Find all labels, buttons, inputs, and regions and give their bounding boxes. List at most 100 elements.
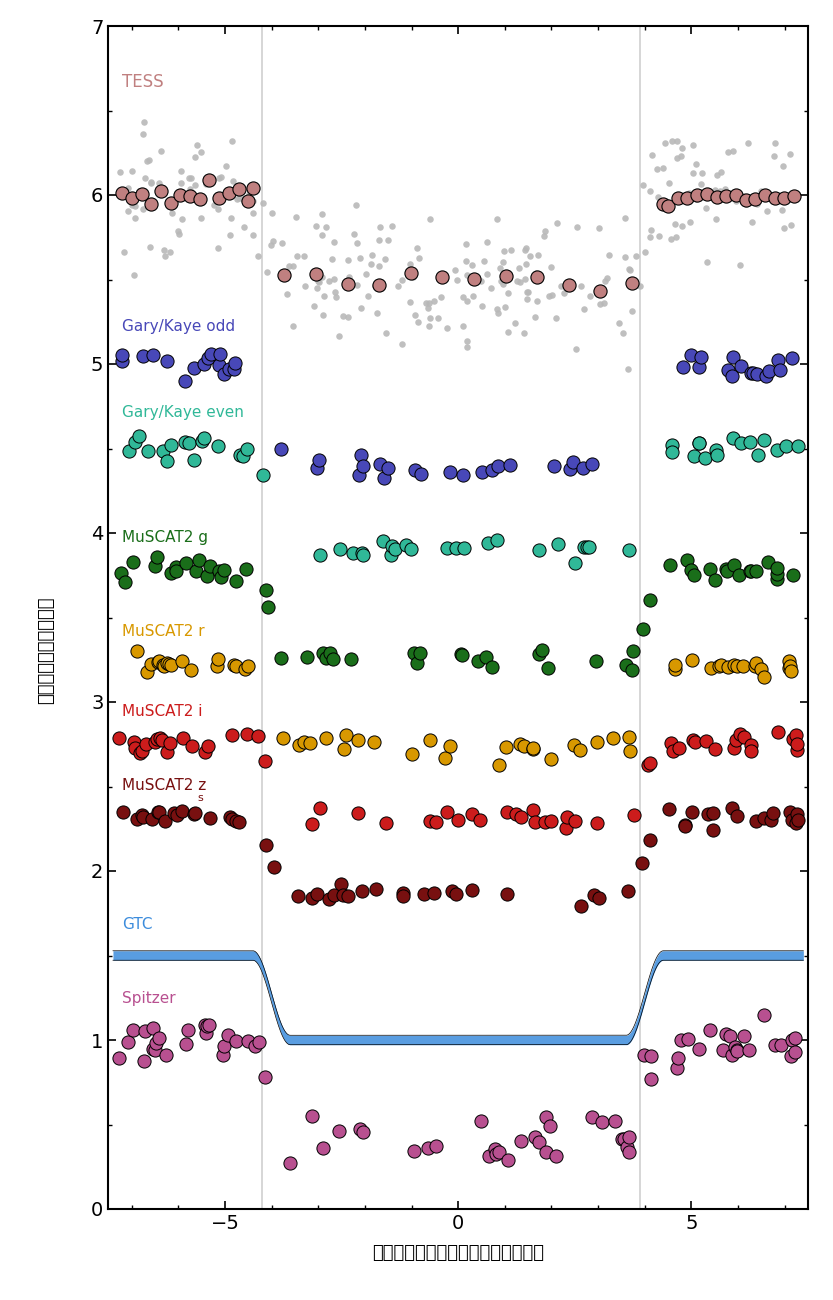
Text: Gary/Kaye odd: Gary/Kaye odd [122,318,236,334]
Point [459,234,472,255]
Point [544,749,557,770]
Point [704,1019,717,1040]
Point [369,879,382,900]
Point [456,464,469,485]
Point [751,194,764,214]
Point [307,295,321,316]
Point [135,183,148,204]
Point [198,1015,212,1036]
Point [357,456,370,477]
Point [513,272,526,292]
Point [350,274,363,295]
Point [568,552,581,573]
Point [676,216,689,237]
Point [591,732,604,753]
Point [625,300,638,321]
Point [184,659,197,680]
Point [251,725,264,746]
Point [475,462,488,482]
Point [193,188,207,209]
Point [330,286,343,307]
Point [132,426,146,447]
Point [745,560,758,581]
Point [117,802,130,823]
Point [316,266,329,287]
Point [164,434,177,455]
Point [188,174,202,195]
Point [491,455,505,476]
Point [435,287,448,308]
Point [171,221,184,242]
Point [676,138,689,159]
Point [266,203,279,224]
Point [241,438,254,459]
Point [212,649,225,670]
Point [397,883,410,903]
Point [160,1044,173,1065]
Point [152,650,165,671]
Point [714,161,727,182]
Point [745,734,758,755]
Point [200,174,213,195]
Point [290,207,303,228]
Point [578,536,591,556]
Point [197,354,210,374]
Point [540,1141,553,1162]
Point [180,552,193,573]
Point [149,1032,162,1053]
Point [620,655,633,676]
Point [545,256,558,277]
Point [316,225,329,246]
Point [786,348,799,369]
Point [706,802,720,823]
Point [326,649,339,670]
Point [372,274,386,295]
Point [143,237,157,257]
Point [392,276,405,296]
Point [137,112,151,133]
Point [246,203,259,224]
Point [500,883,513,903]
Point [593,888,606,909]
Point [259,580,272,601]
Point [135,805,148,826]
Point [695,182,708,203]
Point [684,559,697,580]
Point [570,338,583,359]
Point [602,244,616,265]
Point [212,187,226,208]
Point [754,181,767,202]
Point [786,810,799,831]
Point [237,188,250,209]
Point [112,1048,126,1069]
Point [461,330,474,351]
Point [658,191,671,212]
Point [531,266,544,287]
Point [301,646,314,667]
Point [194,142,207,162]
Point [223,807,237,828]
Point [427,291,441,312]
Point [327,269,340,290]
Point [746,363,760,384]
Point [791,803,804,824]
Point [686,802,699,823]
Point [456,315,470,335]
Point [597,292,611,313]
Point [382,458,395,478]
Point [164,192,177,213]
Point [540,1106,553,1127]
Point [744,560,757,581]
Point [449,537,462,558]
Point [784,144,797,165]
Point [744,432,757,452]
Point [125,194,138,214]
Point [618,207,631,228]
Point [700,731,713,751]
Point [421,298,435,318]
Point [226,170,239,191]
Point [373,217,387,238]
Point [284,1152,297,1173]
Point [521,282,534,303]
Point [334,874,347,894]
